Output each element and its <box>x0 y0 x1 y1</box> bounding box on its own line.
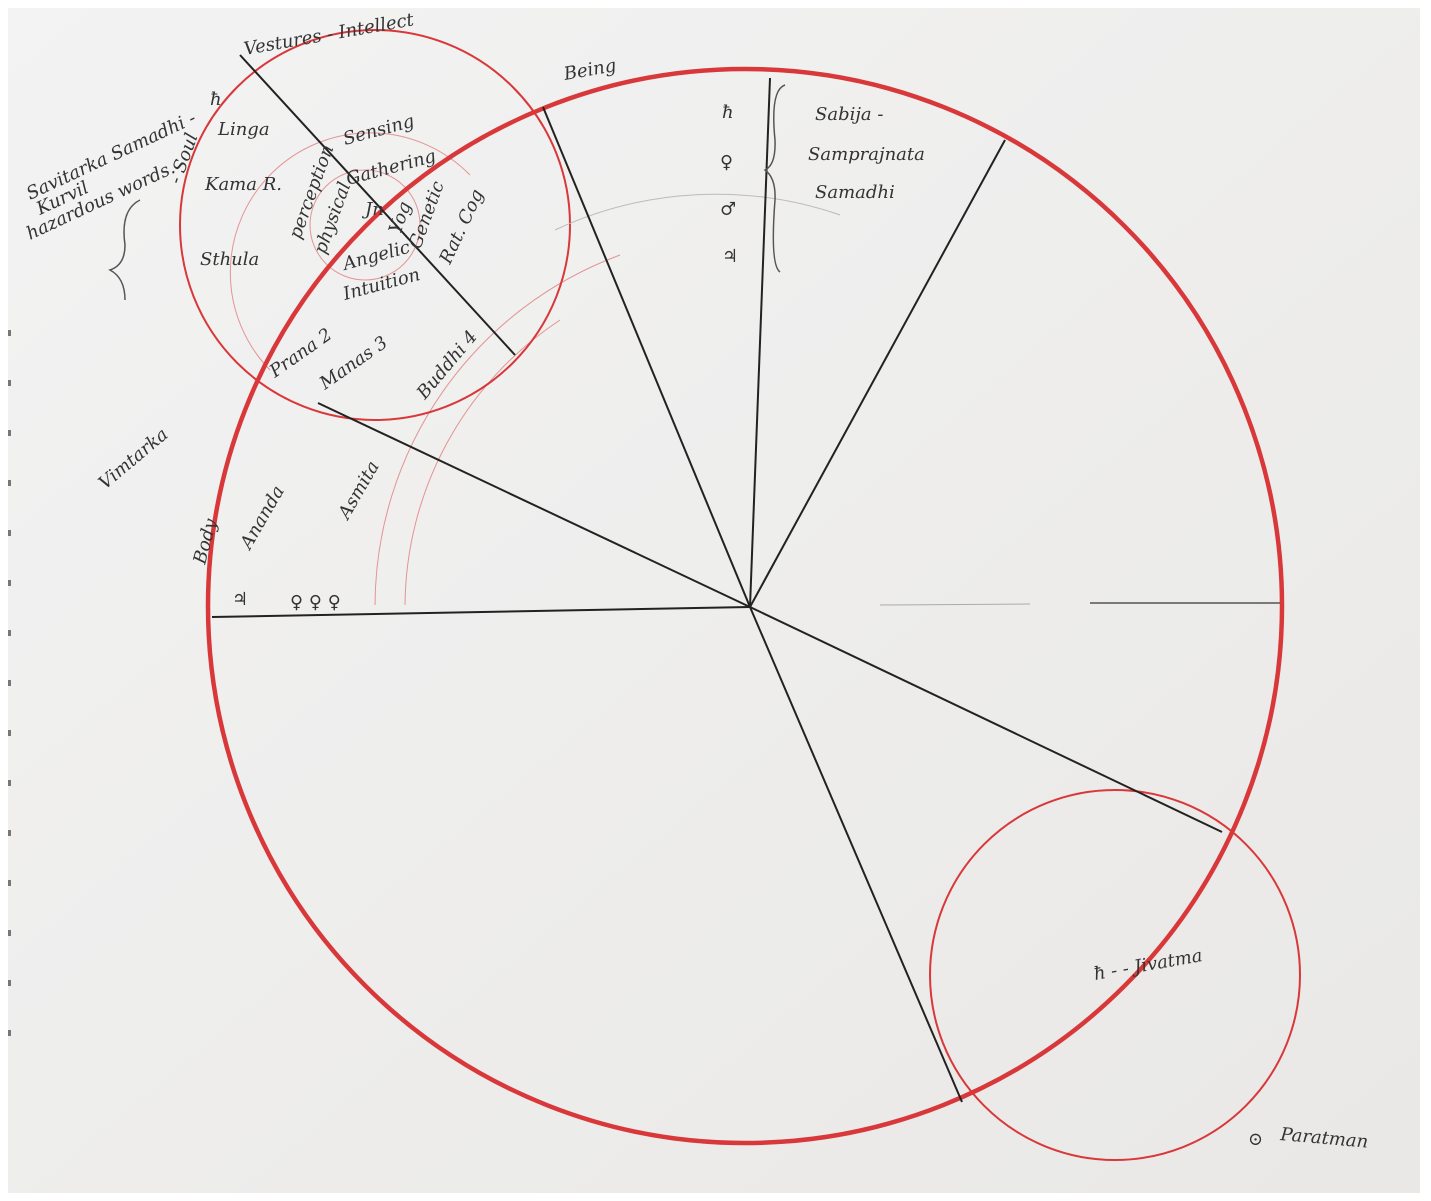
label: Samprajnata <box>808 144 925 165</box>
label: ♂ <box>720 199 736 220</box>
label: ħ <box>722 102 734 123</box>
label: Kama R. <box>204 174 282 195</box>
label: ♃ <box>722 246 738 267</box>
label: ♀ <box>720 152 733 173</box>
label: Linga <box>217 119 270 140</box>
label: Samadhi <box>815 182 895 203</box>
label: ħ <box>210 89 222 110</box>
label: ⊙ <box>1248 1129 1263 1150</box>
label: ♃ <box>232 589 248 610</box>
diagram: Savitarka Samadhi - Kurvil hazardous wor… <box>0 0 1431 1201</box>
binding <box>8 330 11 1036</box>
label: ♀ ♀ ♀ <box>290 592 341 613</box>
label: Jn <box>361 199 384 220</box>
label: Sthula <box>200 249 259 270</box>
label: Sabija - <box>815 104 883 125</box>
